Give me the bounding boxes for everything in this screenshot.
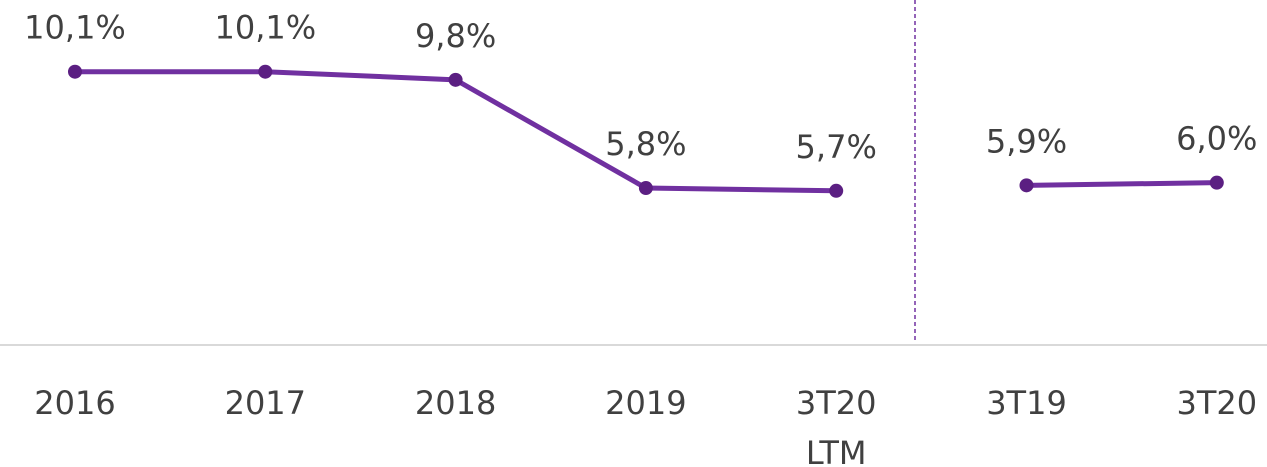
point	[258, 64, 273, 79]
line	[75, 69, 837, 194]
x-tick-label: 3T20 LTM	[795, 384, 877, 467]
x-tick-label: 2016	[34, 384, 116, 422]
data-label: 5,8%	[605, 125, 686, 163]
data-label: 9,8%	[415, 17, 496, 55]
point	[448, 72, 463, 87]
x-tick-label: 2019	[605, 384, 687, 422]
point	[638, 181, 653, 196]
data-label: 6,0%	[1176, 120, 1257, 158]
data-label: 5,9%	[986, 122, 1067, 160]
data-label: 5,7%	[796, 128, 877, 166]
data-label: 10,1%	[24, 9, 126, 47]
x-tick-label: 2017	[224, 384, 307, 422]
line	[1026, 180, 1217, 188]
data-label: 10,1%	[214, 9, 316, 47]
x-tick-label: 3T19	[986, 384, 1067, 422]
point	[829, 183, 844, 198]
point	[68, 64, 82, 79]
point	[1209, 175, 1224, 190]
x-tick-label: 2018	[414, 384, 497, 422]
point	[1019, 178, 1034, 193]
x-tick-label: 3T20	[1176, 384, 1258, 422]
